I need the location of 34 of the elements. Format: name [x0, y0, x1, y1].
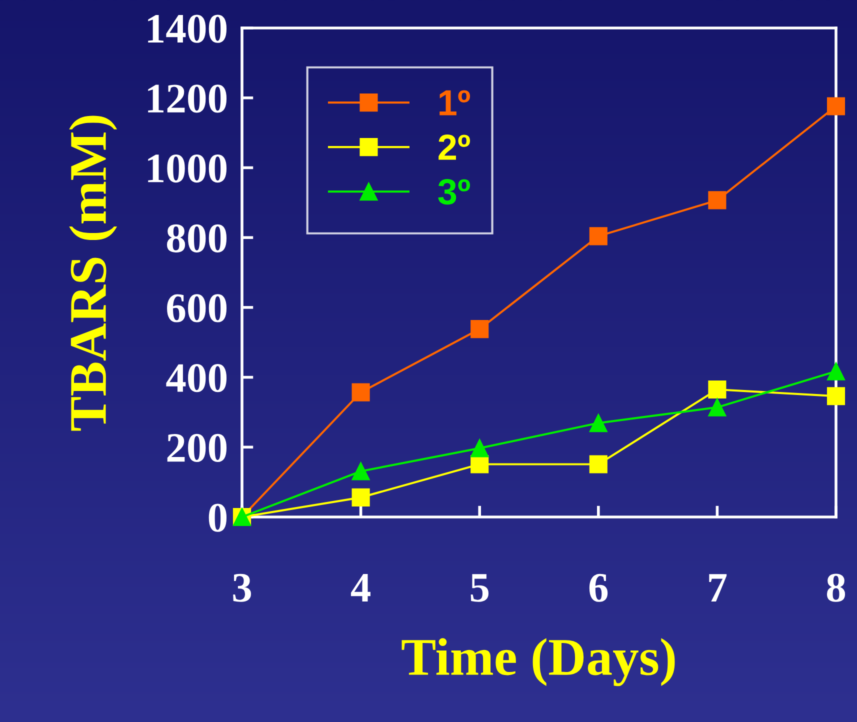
legend-label: 2º	[438, 134, 470, 160]
point	[708, 398, 726, 416]
point	[826, 362, 846, 380]
y-tick-label: 200	[167, 434, 227, 462]
legend-label: 3º	[438, 179, 470, 205]
point	[589, 227, 608, 246]
point	[826, 97, 846, 116]
y-tick-label: 800	[167, 224, 227, 252]
point	[470, 455, 489, 474]
point	[708, 380, 726, 399]
point	[470, 320, 489, 338]
point	[470, 439, 489, 458]
y-axis-title: TBARS (mM)	[69, 116, 117, 431]
y-tick-label: 400	[166, 364, 227, 392]
x-tick-label: 4	[350, 574, 370, 602]
x-tick-label: 7	[709, 574, 727, 602]
point	[826, 387, 846, 406]
point	[589, 455, 608, 474]
y-tick-label: 1200	[148, 84, 227, 113]
x-tick-label: 6	[589, 574, 608, 602]
y-tick-label: 1000	[148, 154, 227, 183]
y-tick-label: 600	[167, 294, 227, 322]
point	[708, 191, 726, 210]
point	[352, 488, 370, 506]
point	[589, 414, 608, 432]
x-tick-label: 3	[233, 574, 251, 602]
y-tick-label: 1400	[148, 14, 227, 43]
y-tick-label: 0	[208, 504, 227, 532]
x-tick-label: 8	[826, 574, 846, 602]
x-axis-title: Time (Days)	[402, 638, 675, 686]
x-tick-label: 5	[470, 574, 488, 602]
point	[352, 383, 370, 402]
legend-label: 1º	[440, 90, 470, 116]
point	[352, 462, 370, 480]
